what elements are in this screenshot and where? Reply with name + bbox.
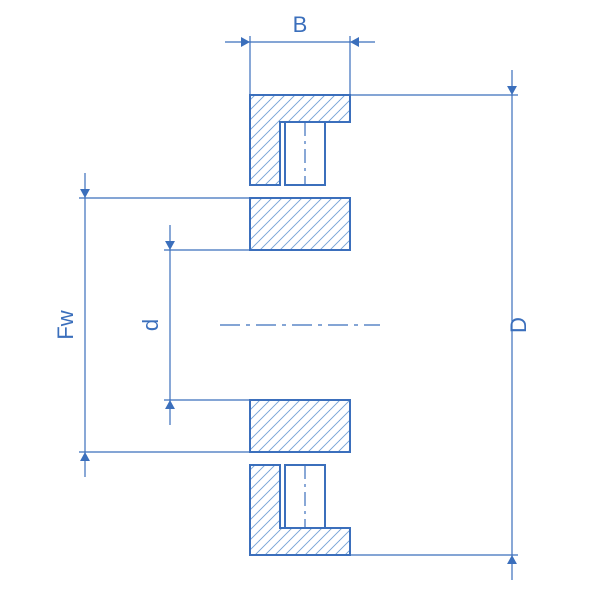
bearing-cross-section-diagram: B Dd Fw: [0, 0, 600, 600]
label-Fw: Fw: [53, 310, 78, 339]
arrow-Fw-bot: [80, 452, 90, 461]
arrow-Fw-top: [80, 189, 90, 198]
label-d: d: [138, 319, 163, 331]
arrow-B-left: [241, 37, 250, 47]
label-D: D: [506, 317, 531, 333]
label-B: B: [293, 12, 308, 37]
arrow-d-top: [165, 241, 175, 250]
arrow-d-bot: [165, 400, 175, 409]
arrow-D-bot: [507, 555, 517, 564]
arrow-B-right: [350, 37, 359, 47]
inner-ring-lower: [250, 400, 350, 452]
inner-ring-upper: [250, 198, 350, 250]
arrow-D-top: [507, 86, 517, 95]
